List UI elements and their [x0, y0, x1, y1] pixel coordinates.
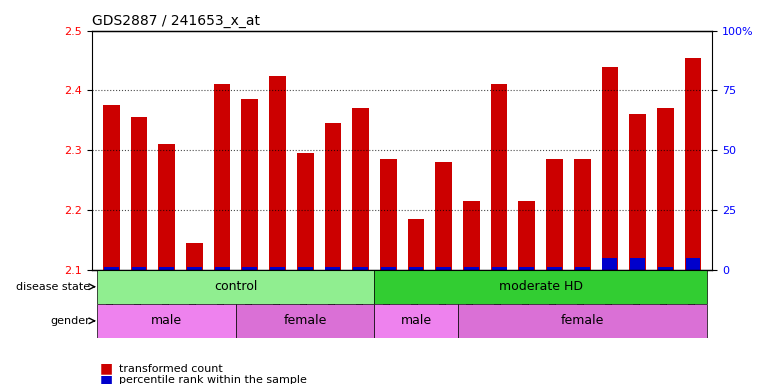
Text: male: male — [151, 314, 182, 327]
Bar — [602, 267, 617, 270]
Text: ■: ■ — [100, 362, 113, 376]
Bar — [187, 267, 202, 270]
Text: female: female — [561, 314, 604, 327]
Text: control: control — [214, 280, 257, 293]
Text: percentile rank within the sample: percentile rank within the sample — [119, 375, 306, 384]
Text: female: female — [283, 314, 327, 327]
Bar — [630, 114, 646, 270]
Bar — [436, 267, 451, 270]
Bar — [602, 258, 617, 270]
FancyBboxPatch shape — [236, 304, 375, 338]
Bar — [546, 159, 563, 270]
Bar — [242, 267, 257, 270]
Bar — [601, 66, 618, 270]
Bar — [574, 159, 591, 270]
Text: GDS2887 / 241653_x_at: GDS2887 / 241653_x_at — [92, 14, 260, 28]
Bar — [297, 153, 313, 270]
FancyBboxPatch shape — [457, 304, 707, 338]
Text: disease state: disease state — [16, 282, 90, 292]
Bar — [352, 108, 369, 270]
Bar — [104, 267, 119, 270]
Bar — [630, 267, 645, 270]
Bar — [381, 267, 396, 270]
Bar — [435, 162, 452, 270]
Bar — [159, 144, 175, 270]
Bar — [380, 159, 397, 270]
Bar — [657, 108, 673, 270]
Bar — [214, 84, 231, 270]
Bar — [464, 267, 479, 270]
Bar — [685, 58, 702, 270]
Bar — [686, 258, 700, 270]
Bar — [519, 201, 535, 270]
Bar — [408, 219, 424, 270]
Bar — [574, 267, 590, 270]
Text: transformed count: transformed count — [119, 364, 222, 374]
Bar — [241, 99, 258, 270]
Bar — [214, 267, 230, 270]
Bar — [686, 267, 700, 270]
Bar — [463, 201, 480, 270]
FancyBboxPatch shape — [375, 304, 457, 338]
Bar — [269, 76, 286, 270]
Bar — [353, 267, 368, 270]
FancyBboxPatch shape — [97, 270, 375, 304]
Bar — [132, 267, 146, 270]
Bar — [103, 105, 119, 270]
Bar — [131, 118, 147, 270]
Bar — [519, 267, 534, 270]
Bar — [186, 243, 203, 270]
Bar — [325, 123, 341, 270]
Text: ■: ■ — [100, 373, 113, 384]
Text: gender: gender — [51, 316, 90, 326]
Text: male: male — [401, 314, 431, 327]
Bar — [326, 267, 340, 270]
Bar — [408, 267, 424, 270]
FancyBboxPatch shape — [375, 270, 707, 304]
Bar — [298, 267, 313, 270]
Bar — [547, 267, 562, 270]
Bar — [159, 267, 174, 270]
Bar — [492, 267, 506, 270]
Bar — [658, 267, 673, 270]
Text: moderate HD: moderate HD — [499, 280, 583, 293]
FancyBboxPatch shape — [97, 304, 236, 338]
Bar — [491, 84, 507, 270]
Bar — [270, 267, 285, 270]
Bar — [630, 258, 645, 270]
